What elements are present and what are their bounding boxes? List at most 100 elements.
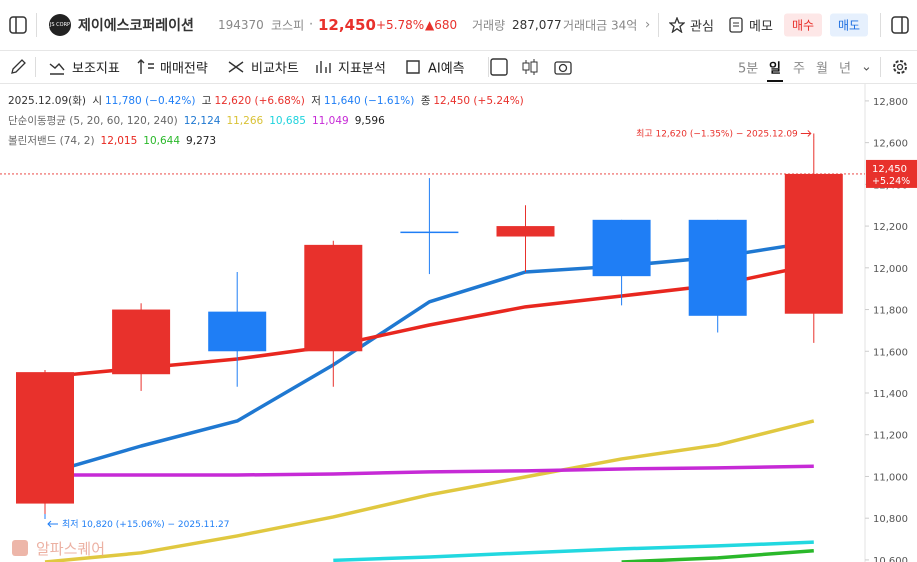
y-tick-label: 11,800	[873, 306, 908, 317]
tool-glyph[interactable]	[404, 58, 422, 76]
glyph	[316, 61, 331, 73]
candle-body	[304, 244, 363, 352]
period-button[interactable]: 일	[769, 61, 781, 77]
indicator-value: 9,273	[186, 135, 217, 147]
volume-label: 거래량	[472, 18, 506, 33]
change-pct: +5.78%	[376, 18, 425, 32]
candle-body	[784, 173, 843, 314]
glyph	[406, 60, 420, 74]
star-icon[interactable]	[669, 17, 685, 33]
low-annotation: 최저 10,820 (+15.06%) − 2025.11.27	[62, 519, 229, 530]
watermark-icon	[12, 540, 28, 556]
indicator-legend: 볼린저밴드 (74, 2) 12,015 10,644 9,273	[8, 133, 219, 148]
indicator-line	[333, 540, 814, 562]
y-tick-label: 12,200	[873, 222, 908, 233]
indicator-value: 11,049	[311, 115, 349, 127]
top-bar: JS CORP 제이에스코퍼레이션 194370 코스피 · 12,450 +5…	[0, 0, 917, 51]
candle-body	[112, 309, 171, 375]
glyph	[49, 62, 65, 75]
period-underline	[767, 80, 783, 82]
open-label: 시	[92, 95, 102, 107]
low-arrow	[47, 520, 58, 528]
tool-glyph[interactable]	[48, 58, 66, 76]
tool-glyph[interactable]	[227, 58, 245, 76]
period-chevron[interactable]: ⌄	[861, 59, 872, 75]
y-tick-label: 11,600	[873, 347, 908, 358]
volume: 287,077	[512, 18, 562, 32]
panel-icon[interactable]	[891, 16, 909, 34]
low-value: 11,640 (−1.61%)	[323, 95, 415, 107]
tool-button[interactable]: 비교차트	[251, 61, 299, 77]
dot: ·	[309, 17, 314, 33]
ohlc-info: 2025.12.09(화) 시 11,780 (−0.42%) 고 12,620 (…	[8, 93, 527, 108]
indicator-line	[44, 240, 815, 476]
indicator-value: 10,644	[143, 135, 181, 147]
indicator-line	[45, 464, 814, 477]
market: 코스피	[271, 18, 305, 33]
close-label: 종	[420, 95, 431, 107]
candle-body	[688, 219, 747, 316]
period-button[interactable]: 주	[793, 61, 805, 77]
high-value: 12,620 (+6.68%)	[214, 95, 305, 107]
candle-body	[400, 231, 459, 234]
tool-button[interactable]: 매매전략	[160, 61, 208, 77]
logo: JS CORP	[49, 14, 71, 36]
y-tick-label: 10,600	[873, 556, 908, 562]
glyph	[137, 59, 154, 74]
date: 2025.12.09(화)	[8, 95, 86, 107]
memo-icon[interactable]	[729, 16, 743, 33]
high-arrow	[800, 130, 812, 137]
candle-body	[208, 311, 267, 352]
indicator-value: 12,015	[100, 135, 138, 147]
price-label-box	[866, 159, 917, 188]
y-tick-label: 11,200	[873, 431, 908, 442]
sidebar-icon[interactable]	[9, 16, 27, 34]
tool-icons[interactable]	[490, 58, 590, 76]
close-value: 12,450 (+5.24%)	[433, 95, 524, 107]
toolbar: 보조지표 매매전략 비교차트 지표분석 AI예측 5분 일 주 월 년 ⌄	[0, 51, 917, 84]
indicator-value: 10,685	[269, 115, 306, 127]
indicator-value: 9,596	[354, 115, 385, 127]
settings-icon[interactable]	[891, 58, 909, 76]
watermark: 알파스퀘어	[36, 540, 105, 558]
stock-code: 194370	[218, 18, 264, 32]
change: ▲680	[425, 18, 458, 32]
tool-glyph[interactable]	[136, 58, 154, 76]
y-tick-label: 11,400	[873, 389, 908, 400]
sell-button[interactable]: 매도	[830, 13, 869, 37]
indicator-title: 단순이동평균 (5, 20, 60, 120, 240)	[8, 115, 178, 127]
price-label-pct: +5.24%	[872, 176, 910, 187]
amount: 거래대금 34억	[563, 18, 638, 33]
price-label: 12,450	[872, 164, 907, 175]
draw-icon[interactable]	[9, 58, 27, 76]
low-label: 저	[311, 95, 321, 107]
tool-button[interactable]: 보조지표	[72, 61, 120, 77]
chevron[interactable]: ›	[645, 17, 651, 33]
memo-button[interactable]: 메모	[749, 19, 773, 35]
tool-button[interactable]: 지표분석	[338, 61, 386, 77]
open-value: 11,780 (−0.42%)	[105, 95, 196, 107]
watch-button[interactable]: 관심	[690, 19, 714, 35]
indicator-line	[621, 548, 814, 562]
glyph	[228, 61, 244, 73]
y-tick-label: 12,600	[873, 139, 908, 150]
y-tick-label: 12,800	[873, 97, 908, 108]
high-annotation: 최고 12,620 (−1.35%) − 2025.12.09	[636, 128, 798, 139]
buy-button[interactable]: 매수	[784, 13, 823, 37]
candle-body	[496, 226, 555, 237]
period-button[interactable]: 년	[839, 61, 851, 77]
period-button[interactable]: 월	[816, 61, 828, 77]
indicator-value: 12,124	[183, 115, 221, 127]
y-tick-label: 10,800	[873, 514, 908, 525]
indicator-legend: 단순이동평균 (5, 20, 60, 120, 240) 12,124 11,266…	[8, 113, 388, 128]
indicator-value: 11,266	[226, 115, 264, 127]
tool-button[interactable]: AI예측	[428, 61, 465, 77]
tool-glyph[interactable]	[314, 58, 332, 76]
period-button[interactable]: 5분	[738, 61, 759, 77]
indicator-title: 볼린저밴드 (74, 2)	[8, 135, 95, 147]
indicator-line	[44, 262, 815, 379]
chart: 최고 12,620 (−1.35%) − 2025.12.09 최저 10,820…	[0, 84, 917, 562]
candle-body	[592, 219, 651, 277]
y-tick-label: 12,000	[873, 264, 908, 275]
